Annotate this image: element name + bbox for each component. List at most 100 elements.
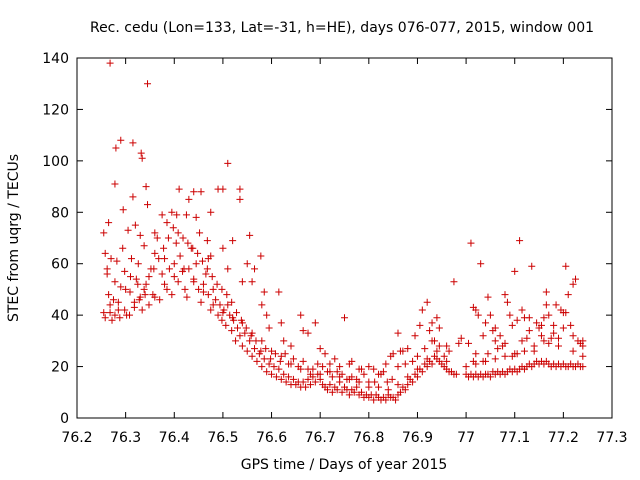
y-tick-label: 0 [60, 411, 69, 427]
data-point [555, 342, 562, 350]
data-point [328, 373, 336, 381]
data-point [111, 311, 119, 319]
data-point [348, 357, 356, 365]
data-point [142, 280, 150, 288]
data-point [258, 301, 266, 309]
data-point [140, 242, 148, 250]
data-point [192, 260, 200, 268]
data-point [287, 360, 295, 368]
data-point [224, 265, 232, 273]
data-point [174, 229, 182, 237]
data-point [170, 273, 178, 281]
data-point [472, 350, 480, 358]
data-point [404, 373, 412, 381]
x-tick-label: 76.8 [353, 430, 384, 446]
x-tick-label: 77.1 [499, 430, 530, 446]
data-point [277, 319, 285, 327]
data-point [103, 265, 111, 273]
data-point [518, 337, 526, 345]
data-point [285, 373, 293, 381]
data-point [360, 370, 368, 378]
data-point [311, 378, 319, 386]
data-point [252, 337, 260, 345]
data-point [562, 262, 570, 270]
data-point [268, 347, 276, 355]
data-point [287, 342, 295, 350]
data-point [518, 306, 526, 314]
data-point [101, 314, 109, 322]
data-point [281, 350, 289, 358]
data-point [271, 350, 279, 358]
data-point [545, 311, 553, 319]
data-point [331, 355, 339, 363]
data-point [350, 388, 358, 396]
data-point [365, 363, 373, 371]
data-point [484, 293, 492, 301]
data-point [260, 355, 268, 363]
data-point [501, 291, 509, 299]
data-point [121, 267, 129, 275]
data-point [144, 201, 152, 209]
data-point [209, 301, 217, 309]
data-point [423, 298, 431, 306]
data-point [389, 350, 397, 358]
data-point [388, 375, 396, 383]
data-point [511, 350, 519, 358]
data-point [127, 273, 134, 281]
data-point [257, 252, 265, 260]
data-point [199, 280, 207, 288]
data-point [100, 309, 108, 317]
data-point [465, 339, 473, 347]
data-point [219, 309, 227, 317]
data-point [214, 311, 222, 319]
data-point [181, 285, 189, 293]
data-point [195, 285, 203, 293]
data-point [472, 306, 480, 314]
data-point [126, 288, 134, 296]
data-point [129, 139, 137, 147]
data-point [370, 396, 378, 404]
data-point [190, 188, 198, 196]
data-point [111, 180, 119, 188]
data-point [229, 314, 237, 322]
data-point [161, 280, 169, 288]
data-point [268, 370, 276, 378]
data-point [533, 319, 541, 327]
x-axis-ticks: 76.2 76.3 76.4 76.5 76.6 76.7 76.8 76.9 77 77.1 77… [61, 58, 628, 446]
data-point [316, 370, 324, 378]
data-point [272, 373, 280, 381]
data-point [404, 345, 412, 353]
y-tick-label: 20 [51, 360, 69, 376]
plot-frame [76, 57, 613, 419]
data-point [129, 193, 137, 201]
data-point [306, 381, 314, 389]
data-point [421, 345, 429, 353]
data-point [112, 144, 120, 152]
data-point [547, 334, 555, 342]
data-point [263, 368, 271, 376]
data-point [306, 370, 314, 378]
data-point [198, 257, 206, 265]
data-point [199, 288, 207, 296]
data-point [263, 311, 271, 319]
data-point [289, 375, 297, 383]
data-point [276, 357, 284, 365]
data-point [234, 324, 241, 332]
data-point [316, 345, 324, 353]
data-point [530, 342, 538, 350]
data-point [355, 378, 363, 386]
data-point [204, 255, 212, 263]
x-tick-label: 76.5 [207, 430, 238, 446]
data-point [382, 396, 390, 404]
data-point [484, 350, 492, 358]
data-point [190, 278, 198, 286]
data-point [184, 239, 192, 247]
data-point [562, 309, 570, 317]
data-point [238, 342, 246, 350]
data-point [540, 337, 548, 345]
data-point [222, 321, 230, 329]
data-point [202, 270, 210, 278]
data-point [203, 265, 211, 273]
data-point [138, 306, 146, 314]
data-point [242, 324, 250, 332]
